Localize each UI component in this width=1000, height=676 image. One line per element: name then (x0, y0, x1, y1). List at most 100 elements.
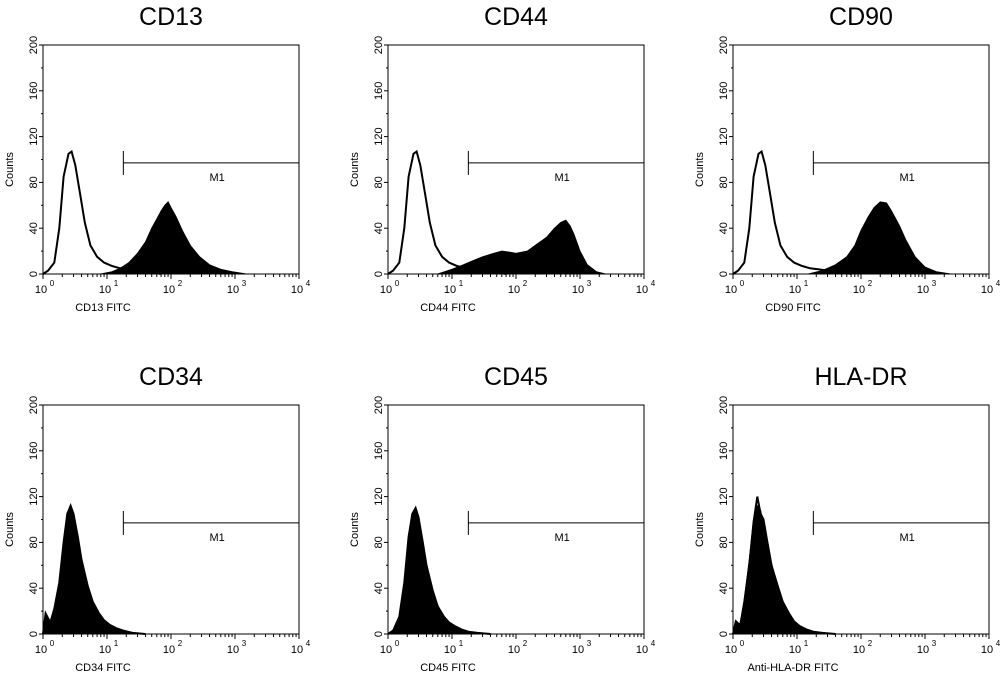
marker-label: M1 (555, 172, 570, 184)
x-tick-exponent: 3 (932, 639, 937, 648)
x-axis-label: CD13 FITC (75, 302, 131, 314)
x-tick-label: 10 (380, 644, 392, 656)
x-tick-label: 10 (291, 644, 303, 656)
y-tick-label: 0 (718, 271, 730, 277)
x-tick-label: 10 (725, 284, 737, 296)
y-tick-label: 80 (373, 536, 385, 548)
marker-label: M1 (555, 532, 570, 544)
marker-label: M1 (900, 172, 915, 184)
x-tick-label: 10 (35, 644, 47, 656)
y-axis-label: Counts (694, 512, 706, 547)
x-tick-label: 10 (444, 284, 456, 296)
x-tick-label: 10 (163, 644, 175, 656)
x-tick-label: 10 (572, 644, 584, 656)
y-tick-label: 200 (718, 396, 730, 414)
x-axis-label: Anti-HLA-DR FITC (747, 662, 838, 674)
histogram-panel-cd13: CD1304080120160200Counts100101102103104C… (4, 3, 311, 314)
y-tick-label: 160 (28, 442, 40, 460)
histogram-filled-series (437, 219, 606, 275)
x-tick-label: 10 (917, 284, 929, 296)
panel-title: HLA-DR (814, 363, 907, 391)
y-tick-label: 120 (28, 487, 40, 505)
y-tick-label: 200 (28, 396, 40, 414)
y-tick-label: 200 (373, 396, 385, 414)
x-tick-exponent: 4 (306, 279, 311, 288)
histogram-filled-series (42, 504, 146, 635)
x-tick-exponent: 3 (587, 279, 592, 288)
histogram-filled-series (386, 506, 491, 635)
x-tick-exponent: 1 (459, 639, 464, 648)
panel-title: CD34 (139, 363, 203, 391)
histogram-outline-series (732, 149, 852, 275)
panel-title: CD13 (139, 3, 203, 31)
panel-title: CD45 (484, 363, 548, 391)
y-axis-label: Counts (4, 512, 16, 547)
x-tick-exponent: 0 (740, 279, 745, 288)
y-tick-label: 200 (718, 36, 730, 54)
x-tick-exponent: 4 (996, 279, 1000, 288)
y-tick-label: 160 (373, 82, 385, 100)
x-tick-label: 10 (853, 284, 865, 296)
y-tick-label: 40 (28, 222, 40, 234)
histogram-outline-series (732, 496, 836, 635)
x-tick-exponent: 1 (804, 279, 809, 288)
x-tick-exponent: 4 (996, 639, 1000, 648)
x-tick-label: 10 (636, 284, 648, 296)
x-tick-exponent: 2 (868, 279, 873, 288)
x-tick-label: 10 (981, 644, 993, 656)
y-tick-label: 120 (28, 127, 40, 145)
y-tick-label: 0 (373, 271, 385, 277)
x-tick-exponent: 1 (804, 639, 809, 648)
y-tick-label: 200 (28, 36, 40, 54)
y-tick-label: 120 (718, 487, 730, 505)
x-axis-label: CD34 FITC (75, 662, 131, 674)
y-tick-label: 120 (373, 127, 385, 145)
x-tick-label: 10 (35, 284, 47, 296)
x-tick-exponent: 2 (523, 639, 528, 648)
histogram-outline-series (42, 149, 162, 275)
x-tick-exponent: 0 (50, 279, 55, 288)
x-tick-label: 10 (636, 644, 648, 656)
x-tick-label: 10 (444, 644, 456, 656)
y-tick-label: 40 (718, 222, 730, 234)
x-tick-label: 10 (227, 644, 239, 656)
x-tick-exponent: 0 (740, 639, 745, 648)
x-tick-exponent: 0 (50, 639, 55, 648)
x-tick-label: 10 (99, 284, 111, 296)
histogram-panel-cd45: CD4504080120160200Counts100101102103104C… (349, 363, 656, 674)
x-tick-exponent: 0 (395, 279, 400, 288)
histogram-filled-series (100, 201, 247, 275)
panel-title: CD44 (484, 3, 548, 31)
y-tick-label: 0 (718, 631, 730, 637)
y-tick-label: 40 (373, 582, 385, 594)
x-tick-exponent: 2 (523, 279, 528, 288)
x-tick-exponent: 4 (651, 639, 656, 648)
x-axis-label: CD90 FITC (765, 302, 821, 314)
y-tick-label: 200 (373, 36, 385, 54)
x-tick-exponent: 3 (587, 639, 592, 648)
plot-frame (387, 44, 645, 275)
histogram-panel-cd44: CD4404080120160200Counts100101102103104C… (349, 3, 656, 314)
y-tick-label: 80 (28, 536, 40, 548)
x-tick-label: 10 (380, 284, 392, 296)
y-tick-label: 0 (373, 631, 385, 637)
histogram-panel-hla-dr: HLA-DR04080120160200Counts10010110210310… (694, 363, 1000, 674)
y-tick-label: 80 (718, 536, 730, 548)
x-tick-exponent: 2 (178, 639, 183, 648)
x-tick-label: 10 (981, 284, 993, 296)
x-axis-label: CD45 FITC (420, 662, 476, 674)
x-axis-label: CD44 FITC (420, 302, 476, 314)
x-tick-label: 10 (291, 284, 303, 296)
marker-label: M1 (210, 532, 225, 544)
panel-title: CD90 (829, 3, 893, 31)
y-axis-label: Counts (349, 152, 361, 187)
y-tick-label: 80 (373, 176, 385, 188)
x-tick-label: 10 (789, 644, 801, 656)
x-tick-exponent: 4 (306, 639, 311, 648)
x-tick-exponent: 2 (868, 639, 873, 648)
y-axis-label: Counts (349, 512, 361, 547)
histogram-panel-cd90: CD9004080120160200Counts100101102103104C… (694, 3, 1000, 314)
x-tick-label: 10 (917, 644, 929, 656)
